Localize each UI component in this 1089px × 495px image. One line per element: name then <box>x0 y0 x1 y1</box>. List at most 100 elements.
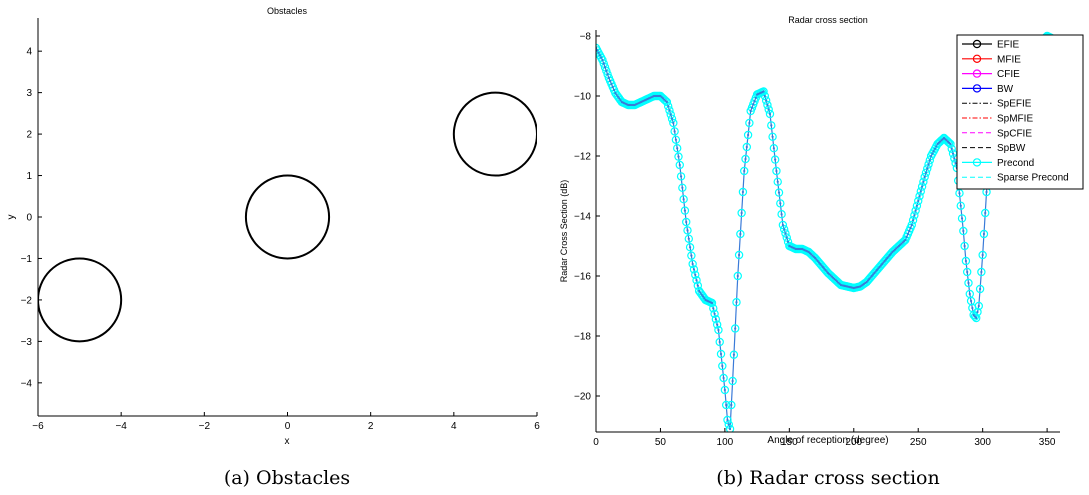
rcs-marker <box>729 350 739 359</box>
rcs-marker <box>763 100 772 110</box>
rcs-marker <box>774 188 784 197</box>
rcs-marker <box>740 166 749 176</box>
rcs-marker-center <box>890 252 893 255</box>
rcs-marker <box>914 196 923 206</box>
rcs-marker-center <box>612 88 616 92</box>
rcs-marker-center <box>679 175 683 178</box>
rcs-marker-center <box>919 190 922 193</box>
rcs-marker-center <box>881 262 884 266</box>
rcs-marker-center <box>777 191 781 194</box>
rcs-marker-center <box>930 154 933 158</box>
rcs-legend-marker <box>972 158 982 167</box>
rcs-legend: EFIE MFIE CFIE BW SpEFIE SpMFIE SpCFIE SpBW Prec… <box>956 34 1084 190</box>
rcs-x-tick-label: 200 <box>845 437 862 448</box>
rcs-marker <box>946 139 955 149</box>
rcs-marker-center <box>887 255 890 258</box>
rcs-marker-center <box>884 258 888 261</box>
rcs-marker-center <box>924 171 928 174</box>
rcs-marker <box>765 109 775 119</box>
rcs-legend-item: EFIE <box>962 40 1020 51</box>
rcs-marker <box>712 320 722 329</box>
rcs-marker-center <box>731 379 734 383</box>
rcs-marker-center <box>964 259 968 263</box>
rcs-marker-center <box>682 198 685 201</box>
rcs-marker <box>661 96 670 106</box>
rcs-marker-center <box>950 147 953 150</box>
rcs-marker-center <box>949 142 952 146</box>
rcs-marker-center <box>677 155 680 158</box>
rcs-marker-center <box>879 264 882 267</box>
rcs-marker <box>898 238 907 247</box>
rcs-marker-center <box>780 213 783 216</box>
rcs-marker-center <box>923 175 926 179</box>
rcs-x-tick-label: 300 <box>974 437 991 448</box>
rcs-marker <box>975 284 985 294</box>
rcs-marker-center <box>882 261 885 264</box>
rcs-legend-label: SpMFIE <box>997 114 1033 125</box>
rcs-marker-center <box>746 133 750 137</box>
rcs-marker <box>732 298 741 307</box>
rcs-marker-center <box>749 109 752 113</box>
rcs-marker <box>725 424 735 432</box>
obstacles-y-tick-label: 0 <box>26 213 32 224</box>
rcs-marker-center <box>690 254 693 257</box>
rcs-marker-center <box>681 186 684 189</box>
rcs-marker-center <box>772 147 775 150</box>
rcs-marker-center <box>726 418 729 422</box>
rcs-marker-center <box>713 312 716 315</box>
rcs-marker-center <box>732 353 736 356</box>
rcs-legend-marker <box>972 54 982 64</box>
rcs-marker-center <box>762 90 765 93</box>
obstacles-x-tick-label: −2 <box>199 421 211 432</box>
rcs-marker-center <box>874 270 877 273</box>
rcs-marker-center <box>918 195 921 198</box>
rcs-marker-center <box>781 223 784 227</box>
rcs-marker-center <box>958 192 961 195</box>
rcs-marker-center <box>597 51 600 54</box>
rcs-y-tick-label: −16 <box>574 272 591 283</box>
rcs-marker <box>662 97 672 107</box>
obstacles-axes: −6 −4 −2 0 2 4 6 −4 −3 −2 −1 0 1 2 3 4 <box>21 18 540 432</box>
rcs-marker-center <box>665 100 668 104</box>
rcs-marker <box>723 415 732 425</box>
rcs-legend-label: Sparse Precond <box>997 173 1069 184</box>
rcs-marker <box>973 307 982 317</box>
rcs-marker-center <box>868 277 871 281</box>
rcs-marker-center <box>616 95 620 98</box>
rcs-marker-center <box>933 147 937 150</box>
rcs-marker-center <box>977 304 980 308</box>
rcs-marker-center <box>779 202 782 205</box>
rcs-marker-center <box>678 163 681 167</box>
rcs-marker <box>899 236 909 246</box>
obstacles-xlabel: x <box>285 436 290 447</box>
rcs-marker-center <box>730 403 733 407</box>
rcs-marker <box>693 281 703 290</box>
rcs-marker-center <box>914 209 917 212</box>
rcs-marker <box>684 234 694 243</box>
rcs-marker-center <box>667 105 670 108</box>
rcs-marker <box>676 172 686 181</box>
rcs-x-tick-label: 0 <box>593 437 599 448</box>
rcs-marker-center <box>598 54 601 57</box>
rcs-marker-center <box>611 85 614 89</box>
rcs-marker-center <box>767 108 770 111</box>
rcs-marker-center <box>673 130 676 133</box>
rcs-marker-center <box>783 228 786 231</box>
rcs-marker <box>974 301 984 311</box>
rcs-marker <box>907 220 916 230</box>
rcs-marker-center <box>607 76 610 80</box>
rcs-marker-center <box>823 267 826 270</box>
rcs-marker <box>761 96 771 105</box>
rcs-marker-center <box>980 270 983 274</box>
rcs-marker <box>760 91 770 101</box>
rcs-marker-center <box>674 138 678 141</box>
rcs-marker <box>724 420 733 429</box>
rcs-marker-center <box>696 284 699 287</box>
rcs-marker <box>680 206 690 215</box>
rcs-marker-center <box>913 214 916 217</box>
rcs-x-tick-label: 100 <box>717 437 734 448</box>
obstacles-x-tick-label: 6 <box>534 421 540 432</box>
rcs-marker-center <box>866 279 870 282</box>
rcs-marker-center <box>670 117 674 120</box>
rcs-marker-center <box>743 169 746 173</box>
